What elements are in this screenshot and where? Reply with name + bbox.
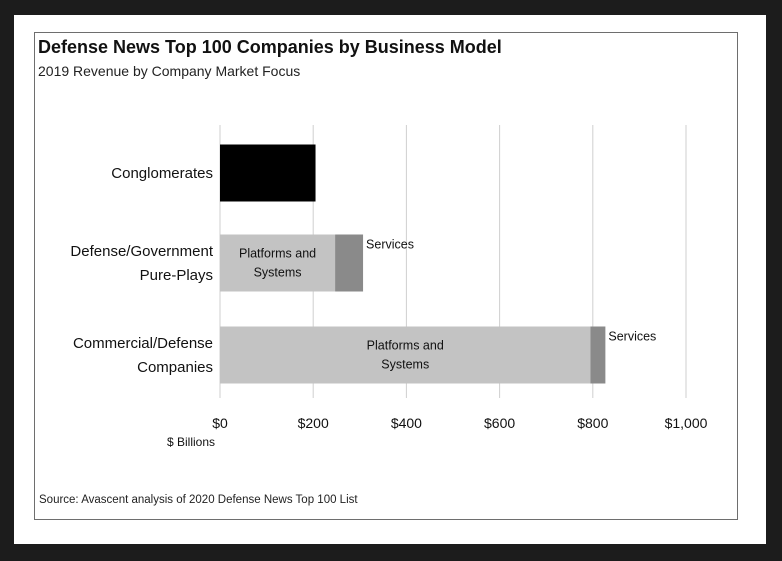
category-label: Defense/Government Pure-Plays [70, 243, 213, 284]
bar-segment [220, 326, 591, 384]
segment-label: Platforms and Systems [367, 339, 444, 372]
bar-segment [590, 326, 606, 384]
tick-label: $0 [212, 415, 228, 431]
tick-label: $800 [577, 415, 608, 431]
chart-panel: Defense News Top 100 Companies by Busine… [14, 15, 766, 544]
category-label: Commercial/Defense Companies [73, 335, 213, 376]
segment-label: Services [366, 238, 414, 252]
axis-title: $ Billions [167, 435, 215, 449]
category-label: Conglomerates [111, 165, 213, 182]
segment-label: Services [608, 330, 656, 344]
bar-chart: Conglomerates Platforms and Systems Service… [70, 125, 708, 449]
tick-label: $1,000 [665, 415, 708, 431]
source-note: Source: Avascent analysis of 2020 Defens… [39, 494, 358, 506]
tick-label: $600 [484, 415, 515, 431]
chart-frame [34, 32, 738, 520]
tick-label: $400 [391, 415, 422, 431]
segment-label: Platforms and Systems [239, 247, 316, 280]
bar-segment [335, 234, 364, 292]
bar-segment [220, 234, 336, 292]
bar-segment [220, 144, 316, 202]
chart-subtitle: 2019 Revenue by Company Market Focus [38, 63, 301, 79]
chart-title: Defense News Top 100 Companies by Busine… [38, 37, 502, 57]
tick-label: $200 [298, 415, 329, 431]
